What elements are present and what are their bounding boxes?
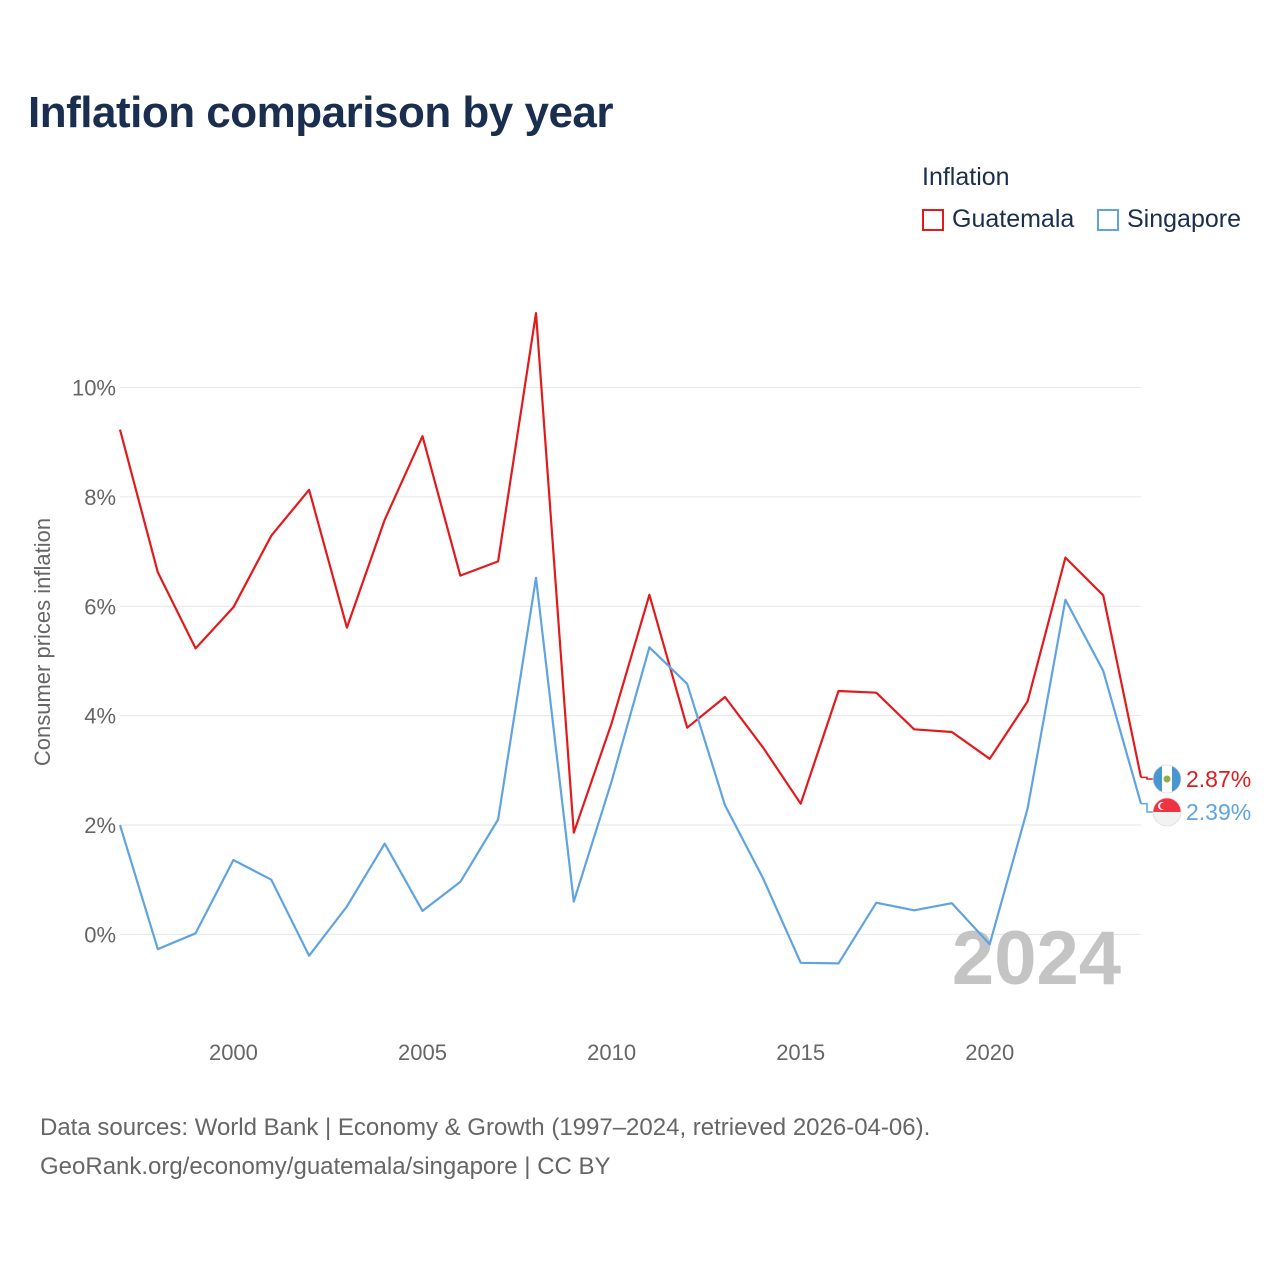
end-value-label-guatemala: 2.87%	[1186, 766, 1251, 792]
y-tick-label: 8%	[84, 485, 116, 510]
data-source: Data sources: World Bank | Economy & Gro…	[40, 1108, 930, 1186]
source-line-1: Data sources: World Bank | Economy & Gro…	[40, 1114, 931, 1141]
legend-swatch-guatemala	[922, 208, 944, 231]
legend-label-guatemala: Guatemala	[952, 205, 1075, 233]
legend-title: Inflation	[922, 163, 1010, 191]
legend-label-singapore: Singapore	[1127, 205, 1241, 233]
end-connector	[1141, 776, 1153, 780]
series-line-singapore[interactable]	[118, 576, 1143, 965]
series-line-guatemala[interactable]	[118, 312, 1143, 834]
singapore-flag-icon	[1152, 797, 1182, 827]
source-line-2[interactable]: GeoRank.org/economy/guatemala/singapore …	[40, 1153, 611, 1180]
y-axis-label: Consumer prices inflation	[30, 518, 55, 766]
x-tick-label: 2015	[776, 1040, 825, 1065]
y-tick-label: 0%	[84, 922, 116, 947]
y-axis-ticks: 0% 2% 4% 6% 8% 10%	[72, 376, 116, 948]
x-tick-label: 2020	[965, 1040, 1014, 1065]
chart-title: Inflation comparison by year	[28, 88, 614, 137]
series-lines	[118, 312, 1143, 965]
legend-item-singapore[interactable]: Singapore	[1097, 205, 1241, 234]
x-tick-label: 2005	[398, 1040, 447, 1065]
legend-swatch-singapore	[1097, 208, 1119, 231]
end-connector	[1141, 802, 1153, 813]
x-tick-label: 2010	[587, 1040, 636, 1065]
y-tick-label: 4%	[84, 704, 116, 729]
y-tick-label: 6%	[84, 594, 116, 619]
y-tick-label: 10%	[72, 376, 116, 401]
end-value-label-singapore: 2.39%	[1186, 799, 1251, 825]
year-watermark: 2024	[952, 916, 1121, 1001]
guatemala-flag-icon	[1152, 764, 1182, 794]
gridlines	[120, 387, 1141, 935]
x-tick-label: 2000	[209, 1040, 258, 1065]
x-axis-ticks: 2000 2005 2010 2015 2020	[209, 1040, 1014, 1065]
y-tick-label: 2%	[84, 813, 116, 838]
end-markers: 2.87% 2.39%	[1141, 764, 1251, 827]
legend-item-guatemala[interactable]: Guatemala	[922, 205, 1074, 234]
